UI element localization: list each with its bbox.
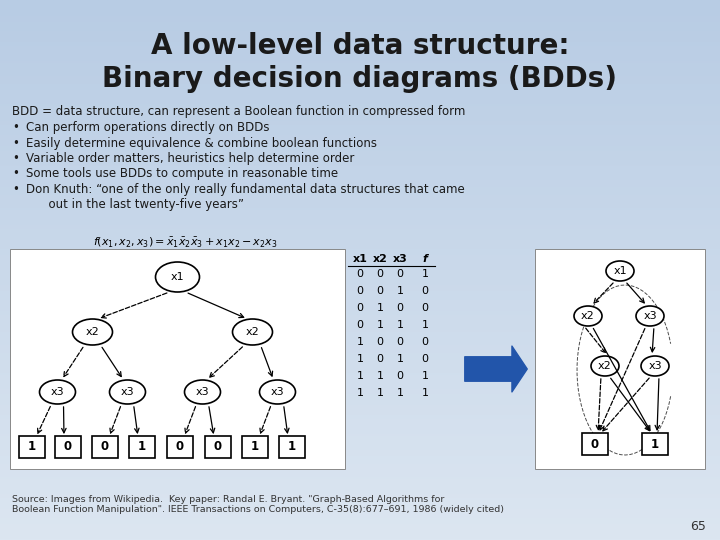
Text: 1: 1 bbox=[377, 388, 384, 398]
Text: x3: x3 bbox=[648, 361, 662, 371]
Text: Don Knuth: “one of the only really fundamental data structures that came
      o: Don Knuth: “one of the only really funda… bbox=[26, 183, 464, 211]
Text: 1: 1 bbox=[397, 354, 403, 364]
Text: 1: 1 bbox=[377, 320, 384, 330]
Text: 0: 0 bbox=[421, 286, 428, 296]
Ellipse shape bbox=[606, 261, 634, 281]
Text: Easily determine equivalence & combine boolean functions: Easily determine equivalence & combine b… bbox=[26, 137, 377, 150]
Text: x3: x3 bbox=[196, 387, 210, 397]
Text: 1: 1 bbox=[421, 320, 428, 330]
Text: 1: 1 bbox=[377, 371, 384, 381]
Text: x2: x2 bbox=[86, 327, 99, 337]
Text: 0: 0 bbox=[421, 303, 428, 313]
Text: 1: 1 bbox=[397, 286, 403, 296]
FancyBboxPatch shape bbox=[167, 436, 193, 458]
Text: •: • bbox=[12, 152, 19, 165]
FancyBboxPatch shape bbox=[535, 249, 705, 469]
FancyBboxPatch shape bbox=[642, 433, 668, 455]
Text: 0: 0 bbox=[421, 354, 428, 364]
Text: 0: 0 bbox=[377, 286, 384, 296]
Text: x1: x1 bbox=[613, 266, 627, 276]
Text: 1: 1 bbox=[421, 371, 428, 381]
Ellipse shape bbox=[40, 380, 76, 404]
Text: 0: 0 bbox=[356, 286, 364, 296]
Text: 1: 1 bbox=[356, 337, 364, 347]
Ellipse shape bbox=[636, 306, 664, 326]
Text: 0: 0 bbox=[176, 441, 184, 454]
Text: x1: x1 bbox=[171, 272, 184, 282]
FancyBboxPatch shape bbox=[10, 249, 345, 469]
Text: 1: 1 bbox=[138, 441, 146, 454]
Text: A low-level data structure:: A low-level data structure: bbox=[150, 32, 570, 60]
Text: 0: 0 bbox=[101, 441, 109, 454]
Text: 1: 1 bbox=[397, 388, 403, 398]
Text: 1: 1 bbox=[377, 303, 384, 313]
FancyBboxPatch shape bbox=[582, 433, 608, 455]
Ellipse shape bbox=[184, 380, 220, 404]
Text: •: • bbox=[12, 167, 19, 180]
Text: 0: 0 bbox=[397, 337, 403, 347]
Text: x1: x1 bbox=[353, 254, 367, 264]
Text: •: • bbox=[12, 183, 19, 196]
Text: Source: Images from Wikipedia.  Key paper: Randal E. Bryant. "Graph-Based Algori: Source: Images from Wikipedia. Key paper… bbox=[12, 495, 504, 515]
Text: 1: 1 bbox=[251, 441, 259, 454]
Text: x2: x2 bbox=[246, 327, 259, 337]
Text: x2: x2 bbox=[372, 254, 387, 264]
Text: 1: 1 bbox=[356, 371, 364, 381]
Text: •: • bbox=[12, 137, 19, 150]
Ellipse shape bbox=[574, 306, 602, 326]
Text: 0: 0 bbox=[356, 320, 364, 330]
Text: Can perform operations directly on BDDs: Can perform operations directly on BDDs bbox=[26, 121, 269, 134]
Text: 1: 1 bbox=[28, 441, 36, 454]
Text: x3: x3 bbox=[121, 387, 135, 397]
Text: x3: x3 bbox=[392, 254, 408, 264]
Text: 0: 0 bbox=[591, 437, 599, 450]
Text: 1: 1 bbox=[356, 388, 364, 398]
Text: 0: 0 bbox=[377, 354, 384, 364]
Ellipse shape bbox=[641, 356, 669, 376]
Text: x2: x2 bbox=[581, 311, 595, 321]
Ellipse shape bbox=[156, 262, 199, 292]
FancyBboxPatch shape bbox=[242, 436, 268, 458]
Text: 0: 0 bbox=[377, 337, 384, 347]
Text: 0: 0 bbox=[397, 303, 403, 313]
Ellipse shape bbox=[73, 319, 112, 345]
Text: 1: 1 bbox=[356, 354, 364, 364]
Text: Some tools use BDDs to compute in reasonable time: Some tools use BDDs to compute in reason… bbox=[26, 167, 338, 180]
Text: 0: 0 bbox=[397, 371, 403, 381]
FancyBboxPatch shape bbox=[55, 436, 81, 458]
Text: Variable order matters, heuristics help determine order: Variable order matters, heuristics help … bbox=[26, 152, 354, 165]
Text: 1: 1 bbox=[421, 388, 428, 398]
Text: 0: 0 bbox=[356, 269, 364, 279]
Text: x2: x2 bbox=[598, 361, 612, 371]
Text: 0: 0 bbox=[356, 303, 364, 313]
Text: 65: 65 bbox=[690, 520, 706, 533]
FancyBboxPatch shape bbox=[19, 436, 45, 458]
Text: 1: 1 bbox=[651, 437, 659, 450]
Text: 1: 1 bbox=[397, 320, 403, 330]
FancyBboxPatch shape bbox=[129, 436, 155, 458]
Text: BDD = data structure, can represent a Boolean function in compressed form: BDD = data structure, can represent a Bo… bbox=[12, 105, 465, 118]
Text: 0: 0 bbox=[397, 269, 403, 279]
FancyBboxPatch shape bbox=[92, 436, 118, 458]
Text: $f(x_1, x_2, x_3) = \bar{x}_1\bar{x}_2\bar{x}_3 + x_1x_2 - x_2x_3$: $f(x_1, x_2, x_3) = \bar{x}_1\bar{x}_2\b… bbox=[93, 235, 277, 249]
Ellipse shape bbox=[259, 380, 295, 404]
Text: x3: x3 bbox=[271, 387, 284, 397]
Text: 1: 1 bbox=[288, 441, 296, 454]
FancyBboxPatch shape bbox=[205, 436, 231, 458]
Ellipse shape bbox=[591, 356, 619, 376]
Text: x3: x3 bbox=[50, 387, 64, 397]
FancyBboxPatch shape bbox=[279, 436, 305, 458]
Text: •: • bbox=[12, 121, 19, 134]
Text: 0: 0 bbox=[421, 337, 428, 347]
Text: 0: 0 bbox=[214, 441, 222, 454]
Text: Binary decision diagrams (BDDs): Binary decision diagrams (BDDs) bbox=[102, 65, 618, 93]
Text: 0: 0 bbox=[64, 441, 72, 454]
Text: 0: 0 bbox=[377, 269, 384, 279]
Ellipse shape bbox=[109, 380, 145, 404]
Text: 1: 1 bbox=[421, 269, 428, 279]
Text: f: f bbox=[423, 254, 428, 264]
Text: x3: x3 bbox=[643, 311, 657, 321]
Ellipse shape bbox=[233, 319, 272, 345]
